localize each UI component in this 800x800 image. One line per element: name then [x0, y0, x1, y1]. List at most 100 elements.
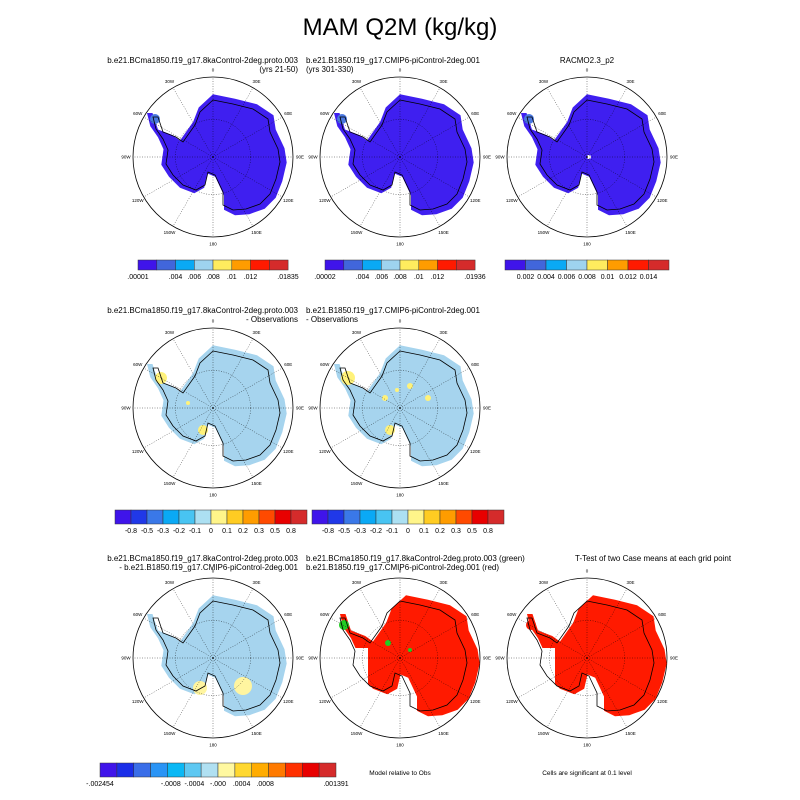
longitude-label: 30E — [252, 580, 260, 585]
longitude-label: 30W — [352, 79, 362, 84]
meridian-line — [172, 87, 214, 158]
colorbar-tick-label: .012 — [431, 274, 445, 281]
field-anomaly — [150, 114, 160, 124]
meridian-line — [546, 156, 588, 227]
field-fill — [527, 595, 667, 717]
longitude-label: 150E — [251, 731, 262, 736]
colorbar-swatch — [167, 762, 185, 778]
colorbar-swatch — [194, 509, 212, 525]
field-fill — [340, 595, 480, 717]
longitude-label: 90W — [121, 406, 131, 411]
meridian-line — [359, 87, 401, 158]
longitude-label: 120E — [657, 699, 668, 704]
colorbar-swatch — [150, 762, 168, 778]
polar-map-case2: 0 30E 60E 90E 120E 150E 180 150W 120W 90W 60W 30W — [308, 68, 491, 247]
colorbar-swatch — [439, 509, 457, 525]
colorbar-swatch — [607, 259, 629, 271]
title-line: b.e21.BCma1850.f19_g17.8kaControl-2deg.p… — [107, 56, 298, 65]
meridian-line — [586, 156, 657, 198]
meridian-line — [330, 367, 401, 409]
coastline — [152, 600, 281, 712]
polar-map-diff1: 0 30E 60E 90E 120E 150E 180 150W 120W 90W 60W 30W — [121, 319, 304, 498]
meridian-line — [143, 657, 214, 699]
longitude-label: 150W — [351, 731, 364, 736]
title-line: b.e21.BCma1850.f19_g17.8kaControl-2deg.p… — [306, 554, 525, 563]
meridian-line — [212, 407, 283, 449]
colorbar-swatch — [146, 509, 164, 525]
note-significance: Cells are significant at 0.1 level — [542, 770, 632, 777]
meridian-line — [212, 87, 254, 158]
colorbar-tick-label: -0.2 — [370, 528, 382, 535]
colorbar-swatch — [437, 259, 457, 271]
meridian-line — [212, 156, 283, 198]
longitude-label: 30E — [439, 330, 447, 335]
polar-map-casediff: 0 30E 60E 90E 120E 150E 180 150W 120W 90W 60W 30W — [121, 569, 304, 748]
colorbar-tick-label: .004 — [169, 274, 183, 281]
field-anomaly — [337, 114, 347, 124]
latitude-circle — [362, 620, 438, 696]
meridian-line — [546, 588, 588, 659]
colorbar-tick-label: 0.004 — [537, 274, 555, 281]
meridian-line — [399, 657, 470, 699]
field-anomaly — [408, 648, 412, 652]
colorbar-tick-label: .01 — [227, 274, 237, 281]
meridian-line — [586, 657, 657, 699]
title-line: b.e21.B1850.f19_g17.CMIP6-piControl-2deg… — [306, 56, 480, 65]
colorbar-swatch — [250, 259, 270, 271]
colorbar-swatch — [362, 259, 382, 271]
coastline — [152, 350, 281, 462]
colorbar-3: -0.8 -0.5 -0.3 -0.2 -0.1 0 0.1 0.2 0.3 0.5 0.8 — [114, 509, 308, 535]
colorbar-tick-label: 0.008 — [578, 274, 596, 281]
longitude-label: 180 — [209, 493, 217, 498]
colorbar-swatch — [471, 509, 489, 525]
meridian-line — [586, 156, 628, 227]
colorbar-tick-label: .006 — [187, 274, 201, 281]
longitude-label: 30E — [626, 580, 634, 585]
field-anomaly — [186, 401, 190, 405]
meridian-line — [212, 156, 254, 227]
colorbar-tick-label: 0.01 — [601, 274, 615, 281]
colorbar-tick-label: .01936 — [464, 274, 486, 281]
colorbar-swatch — [184, 762, 202, 778]
colorbar-swatch — [251, 762, 269, 778]
meridian-line — [172, 156, 214, 227]
colorbar-0: .00001 .004 .006 .008 .01 .012 .01835 — [127, 259, 299, 281]
longitude-label: 150W — [538, 230, 551, 235]
meridian-line — [212, 116, 283, 158]
colorbar-tick-label: -0.2 — [173, 528, 185, 535]
coastline — [339, 350, 468, 462]
latitude-circle — [362, 119, 438, 195]
longitude-label: 180 — [396, 242, 404, 247]
longitude-label: 180 — [209, 242, 217, 247]
longitude-label: 120E — [470, 449, 481, 454]
field-fill — [334, 345, 474, 467]
longitude-label: 150W — [164, 481, 177, 486]
longitude-label: 120E — [283, 449, 294, 454]
longitude-label: 90W — [121, 656, 131, 661]
panel-title-case2: b.e21.B1850.f19_g17.CMIP6-piControl-2deg… — [306, 56, 480, 74]
colorbar-tick-label: .01835 — [277, 274, 299, 281]
longitude-label: 180 — [583, 743, 591, 748]
colorbar-tick-label: -0.1 — [189, 528, 201, 535]
longitude-label: 180 — [209, 743, 217, 748]
colorbar-tick-label: -.0008 — [161, 781, 181, 788]
colorbar-swatch — [324, 259, 345, 271]
field-anomaly — [234, 677, 252, 695]
longitude-label: 60W — [320, 362, 330, 367]
longitude-label: 0 — [212, 319, 215, 324]
meridian-line — [586, 588, 628, 659]
meridian-line — [546, 657, 588, 728]
colorbar-tick-label: .001391 — [323, 781, 348, 788]
meridian-line — [172, 657, 214, 728]
field-anomaly — [385, 640, 391, 646]
longitude-label: 60E — [658, 612, 666, 617]
colorbar-tick-label: 0.3 — [254, 528, 264, 535]
colorbar-tick-label: 0.012 — [619, 274, 637, 281]
colorbar-swatch — [212, 259, 233, 271]
meridian-line — [143, 367, 214, 409]
longitude-label: 30E — [252, 330, 260, 335]
colorbar-swatch — [133, 762, 151, 778]
colorbar-tick-label: -0.8 — [125, 528, 137, 535]
colorbar-tick-label: 0.8 — [483, 528, 493, 535]
